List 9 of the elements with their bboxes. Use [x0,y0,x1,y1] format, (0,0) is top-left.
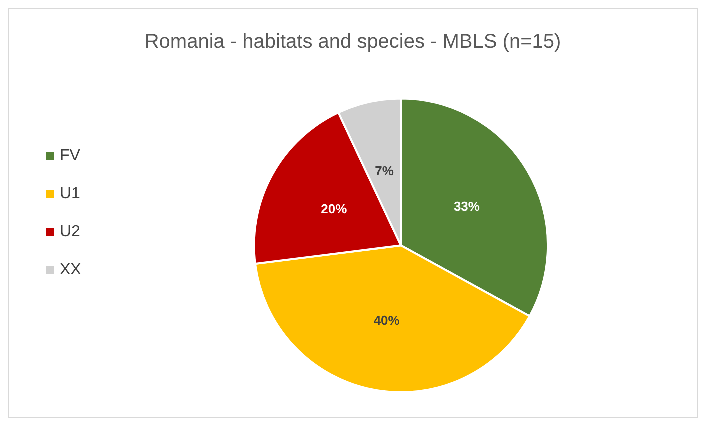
data-label: 40% [374,313,400,328]
legend-label: XX [60,262,82,278]
data-label: 33% [454,199,480,214]
legend-label: U2 [60,224,81,240]
legend-label: U1 [60,186,81,202]
legend-label: FV [60,148,81,164]
data-label: 7% [375,164,394,179]
chart-title: Romania - habitats and species - MBLS (n=15) [144,31,562,53]
data-label: 20% [321,201,348,216]
